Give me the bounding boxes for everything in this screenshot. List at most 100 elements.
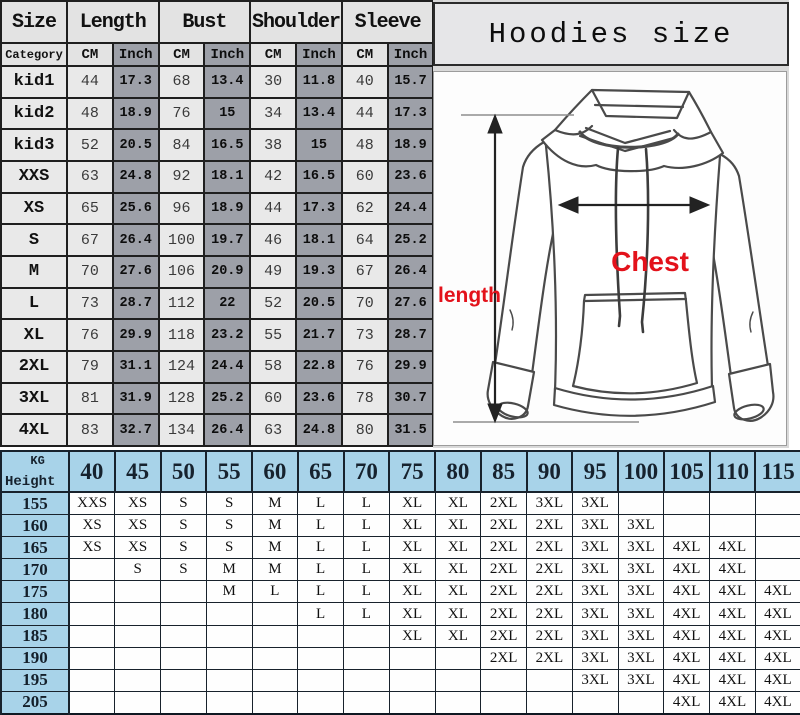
size-inch-value-cell: 24.4	[203, 349, 252, 384]
fit-size-cell: S	[160, 491, 207, 516]
fit-size-cell: S	[160, 558, 207, 582]
fit-size-cell: 3XL	[617, 602, 665, 626]
hoodie-left-sleeve-wrinkle	[509, 309, 514, 331]
fit-size-cell	[160, 602, 207, 626]
fit-size-cell: 2XL	[480, 514, 527, 538]
fit-size-cell: L	[297, 514, 344, 538]
size-label-cell: kid3	[0, 128, 68, 162]
size-cm-value-cell: 48	[66, 96, 114, 131]
fit-size-cell	[434, 646, 482, 670]
fit-size-cell	[343, 624, 390, 648]
height-header-cell: 190	[0, 646, 70, 670]
cm-header-cell: CM	[249, 42, 298, 67]
fit-size-cell	[160, 690, 207, 715]
size-cm-value-cell: 38	[249, 128, 298, 162]
fit-size-cell: S	[114, 558, 161, 582]
fit-size-cell: 4XL	[709, 646, 756, 670]
size-inch-value-cell: 15	[295, 128, 343, 162]
size-inch-value-cell: 15	[203, 96, 252, 131]
fit-size-cell	[388, 646, 436, 670]
size-cm-value-cell: 65	[66, 191, 114, 226]
size-inch-value-cell: 18.9	[203, 191, 252, 226]
hoodie-hood	[540, 88, 725, 173]
fit-size-cell: XL	[388, 491, 436, 516]
fit-size-cell	[251, 646, 299, 670]
fit-size-cell: 3XL	[617, 624, 665, 648]
size-cm-value-cell: 124	[157, 349, 206, 384]
size-table-header-cell: Shoulder	[249, 0, 343, 44]
fit-size-cell: M	[205, 580, 253, 604]
inch-header-cell: Inch	[386, 42, 435, 67]
fit-size-cell	[160, 624, 207, 648]
fit-size-cell: 3XL	[617, 536, 665, 560]
size-inch-value-cell: 31.5	[386, 413, 435, 447]
chest-arrow	[557, 196, 711, 214]
cm-header-cell: CM	[340, 42, 389, 67]
fit-size-cell: L	[343, 514, 390, 538]
size-table-row: 3XL 81 31.9 128 25.2 60 23.6 78 30.7	[0, 381, 435, 416]
fit-size-cell	[617, 491, 665, 516]
fit-size-cell	[205, 646, 253, 670]
size-label-cell: XS	[0, 191, 68, 226]
fit-size-cell: 3XL	[617, 580, 665, 604]
weight-header-cell: 70	[342, 450, 391, 493]
size-label-cell: 2XL	[0, 349, 68, 384]
fit-size-cell: 4XL	[754, 690, 800, 715]
height-header-cell: 180	[0, 602, 70, 626]
fit-size-cell: 3XL	[571, 602, 619, 626]
fit-size-cell: L	[297, 536, 344, 560]
size-cm-value-cell: 81	[66, 381, 114, 416]
hoodie-hood-right-fold	[672, 128, 713, 140]
fit-size-cell	[114, 602, 161, 626]
fit-size-cell	[526, 668, 573, 692]
fit-size-cell	[434, 690, 482, 715]
size-cm-value-cell: 84	[157, 128, 206, 162]
fit-size-cell: L	[251, 580, 299, 604]
fit-size-cell: XL	[388, 580, 436, 604]
fit-size-cell	[251, 602, 299, 626]
fit-size-cell: 3XL	[571, 624, 619, 648]
fit-size-cell: XL	[434, 536, 482, 560]
fit-size-cell: L	[297, 558, 344, 582]
size-inch-value-cell: 16.5	[203, 128, 252, 162]
fit-size-cell	[251, 690, 299, 715]
size-table-header-cell: Size	[0, 0, 68, 44]
size-inch-value-cell: 19.3	[295, 254, 343, 289]
fit-size-cell: M	[251, 491, 299, 516]
weight-header-cell: 90	[525, 450, 574, 493]
fit-table-row: 195 3XL 3XL 4XL 4XL 4XL	[0, 668, 800, 692]
fit-size-cell: 4XL	[663, 558, 710, 582]
size-inch-value-cell: 20.5	[111, 128, 160, 162]
fit-size-cell	[388, 690, 436, 715]
size-cm-value-cell: 106	[157, 254, 206, 289]
size-cm-value-cell: 44	[340, 96, 389, 131]
size-cm-value-cell: 34	[249, 96, 298, 131]
size-inch-value-cell: 24.8	[111, 159, 160, 194]
size-cm-value-cell: 80	[340, 413, 389, 447]
height-header-cell: 175	[0, 580, 70, 604]
size-cm-value-cell: 96	[157, 191, 206, 226]
size-inch-value-cell: 26.4	[203, 413, 252, 447]
size-inch-value-cell: 17.3	[111, 65, 160, 99]
fit-size-cell: 3XL	[571, 558, 619, 582]
fit-table-row: 155 XXS XS S S M L L XL XL 2XL 3XL 3XL	[0, 491, 800, 516]
size-table-header-cell: Bust	[157, 0, 252, 44]
fit-size-cell: 4XL	[709, 690, 756, 715]
fit-size-cell: 2XL	[526, 602, 573, 626]
size-inch-value-cell: 27.6	[111, 254, 160, 289]
fit-size-cell: XS	[114, 536, 161, 560]
size-table-head: Size Length Bust Shoulder Sleeve Category CM In…	[0, 0, 435, 67]
fit-size-cell	[114, 580, 161, 604]
fit-size-cell	[114, 668, 161, 692]
weight-header-cell: 115	[754, 450, 800, 493]
hoodie-hood-left-fold	[553, 124, 594, 136]
size-inch-value-cell: 22.8	[295, 349, 343, 384]
fit-size-cell: 3XL	[617, 646, 665, 670]
hoodie-drawstring-right	[640, 147, 650, 334]
fit-size-cell: 4XL	[709, 536, 756, 560]
fit-table-head: KG Height 40 45 50 55 60 65 70 75 80 85 90 95 100 105…	[0, 450, 800, 493]
fit-size-cell: L	[343, 602, 390, 626]
fit-size-cell	[68, 668, 116, 692]
size-cm-value-cell: 40	[340, 65, 389, 99]
fit-size-cell: 4XL	[663, 668, 710, 692]
